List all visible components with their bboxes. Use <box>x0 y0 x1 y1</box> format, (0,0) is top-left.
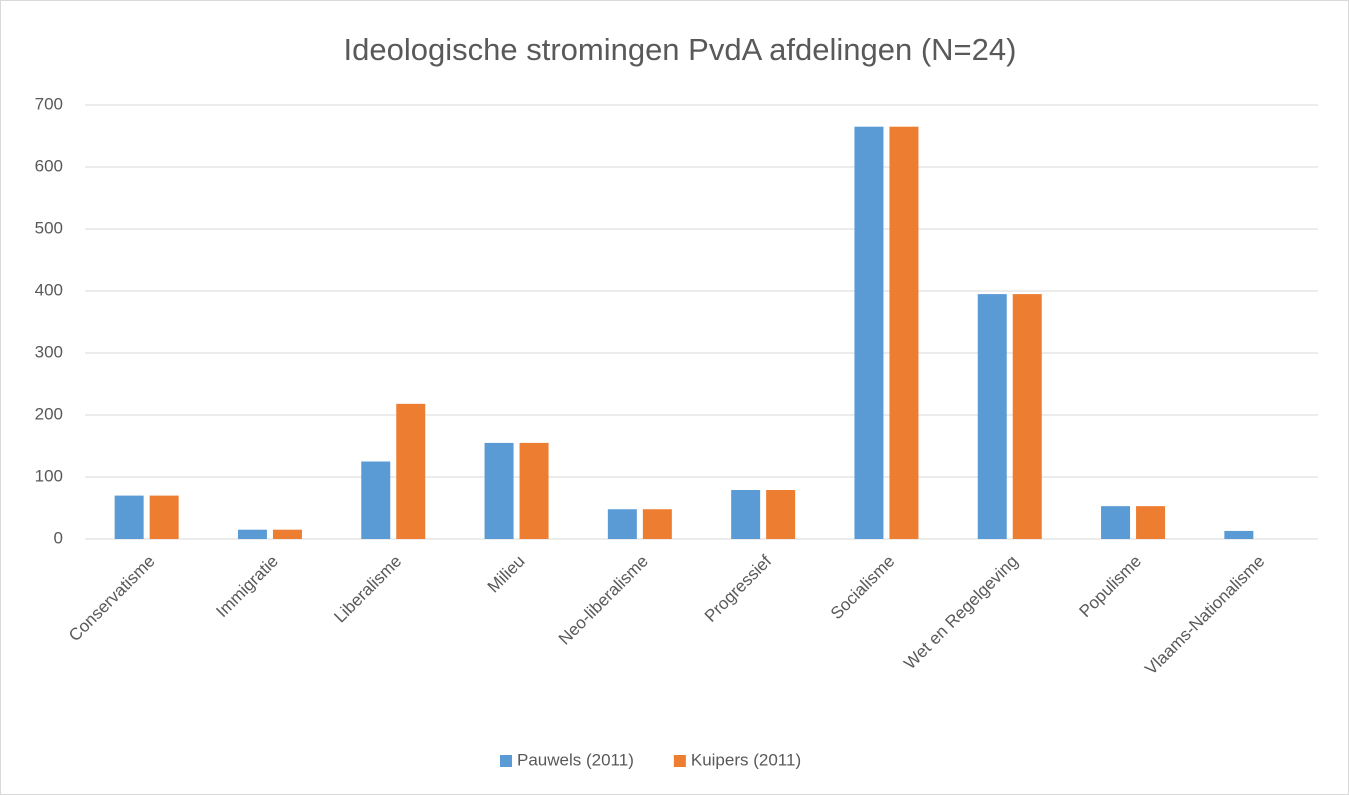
legend-label: Kuipers (2011) <box>691 750 801 769</box>
bar <box>484 442 514 539</box>
bar <box>642 509 672 539</box>
legend-swatch <box>673 755 686 767</box>
bar <box>396 403 426 539</box>
y-tick-label: 600 <box>35 156 63 175</box>
bar <box>766 490 796 539</box>
bar <box>149 495 179 539</box>
y-tick-label: 300 <box>35 342 63 361</box>
bar <box>361 461 391 539</box>
bar <box>731 490 761 539</box>
bar <box>977 294 1007 539</box>
bar <box>272 529 302 539</box>
legend-label: Pauwels (2011) <box>517 750 634 769</box>
bar <box>1224 530 1254 539</box>
y-tick-label: 500 <box>35 218 63 237</box>
bar <box>1101 506 1131 539</box>
bar <box>854 126 884 539</box>
bar <box>1136 506 1166 539</box>
bar <box>889 126 919 539</box>
bar <box>1012 294 1042 539</box>
legend-swatch <box>500 755 512 767</box>
y-tick-label: 200 <box>35 404 63 423</box>
bar <box>519 442 549 539</box>
y-tick-label: 700 <box>35 94 63 113</box>
y-tick-label: 0 <box>54 528 63 547</box>
chart-title: Ideologische stromingen PvdA afdelingen … <box>344 32 1017 67</box>
bar <box>114 495 144 539</box>
bar <box>607 509 637 539</box>
y-tick-label: 400 <box>35 280 63 299</box>
bar <box>237 529 267 539</box>
y-tick-label: 100 <box>35 466 63 485</box>
